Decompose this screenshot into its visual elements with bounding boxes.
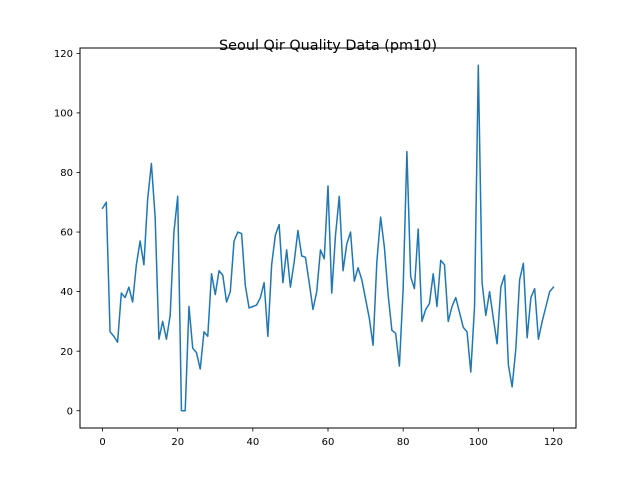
plot-area: 0 20 40 60 80 100 120 0 20 40 60 80 100 120	[54, 49, 563, 448]
y-tick-label: 100	[54, 109, 73, 120]
y-tick-label: 120	[54, 49, 73, 60]
y-tick-label: 0	[67, 406, 73, 417]
chart-title: Seoul Qir Quality Data (pm10)	[219, 38, 437, 54]
series-line	[101, 64, 555, 412]
x-tick-label: 60	[322, 437, 335, 448]
axes-frame	[79, 47, 577, 429]
y-tick-label: 80	[60, 168, 73, 179]
y-tick-label: 60	[60, 228, 73, 239]
x-tick-label: 120	[544, 437, 563, 448]
y-tick-label: 20	[60, 347, 73, 358]
y-tick-label: 40	[60, 287, 73, 298]
x-tick-label: 40	[246, 437, 259, 448]
x-tick-label: 80	[397, 437, 410, 448]
x-tick-label: 20	[171, 437, 184, 448]
x-tick-label: 0	[99, 437, 105, 448]
x-tick-label: 100	[469, 437, 488, 448]
